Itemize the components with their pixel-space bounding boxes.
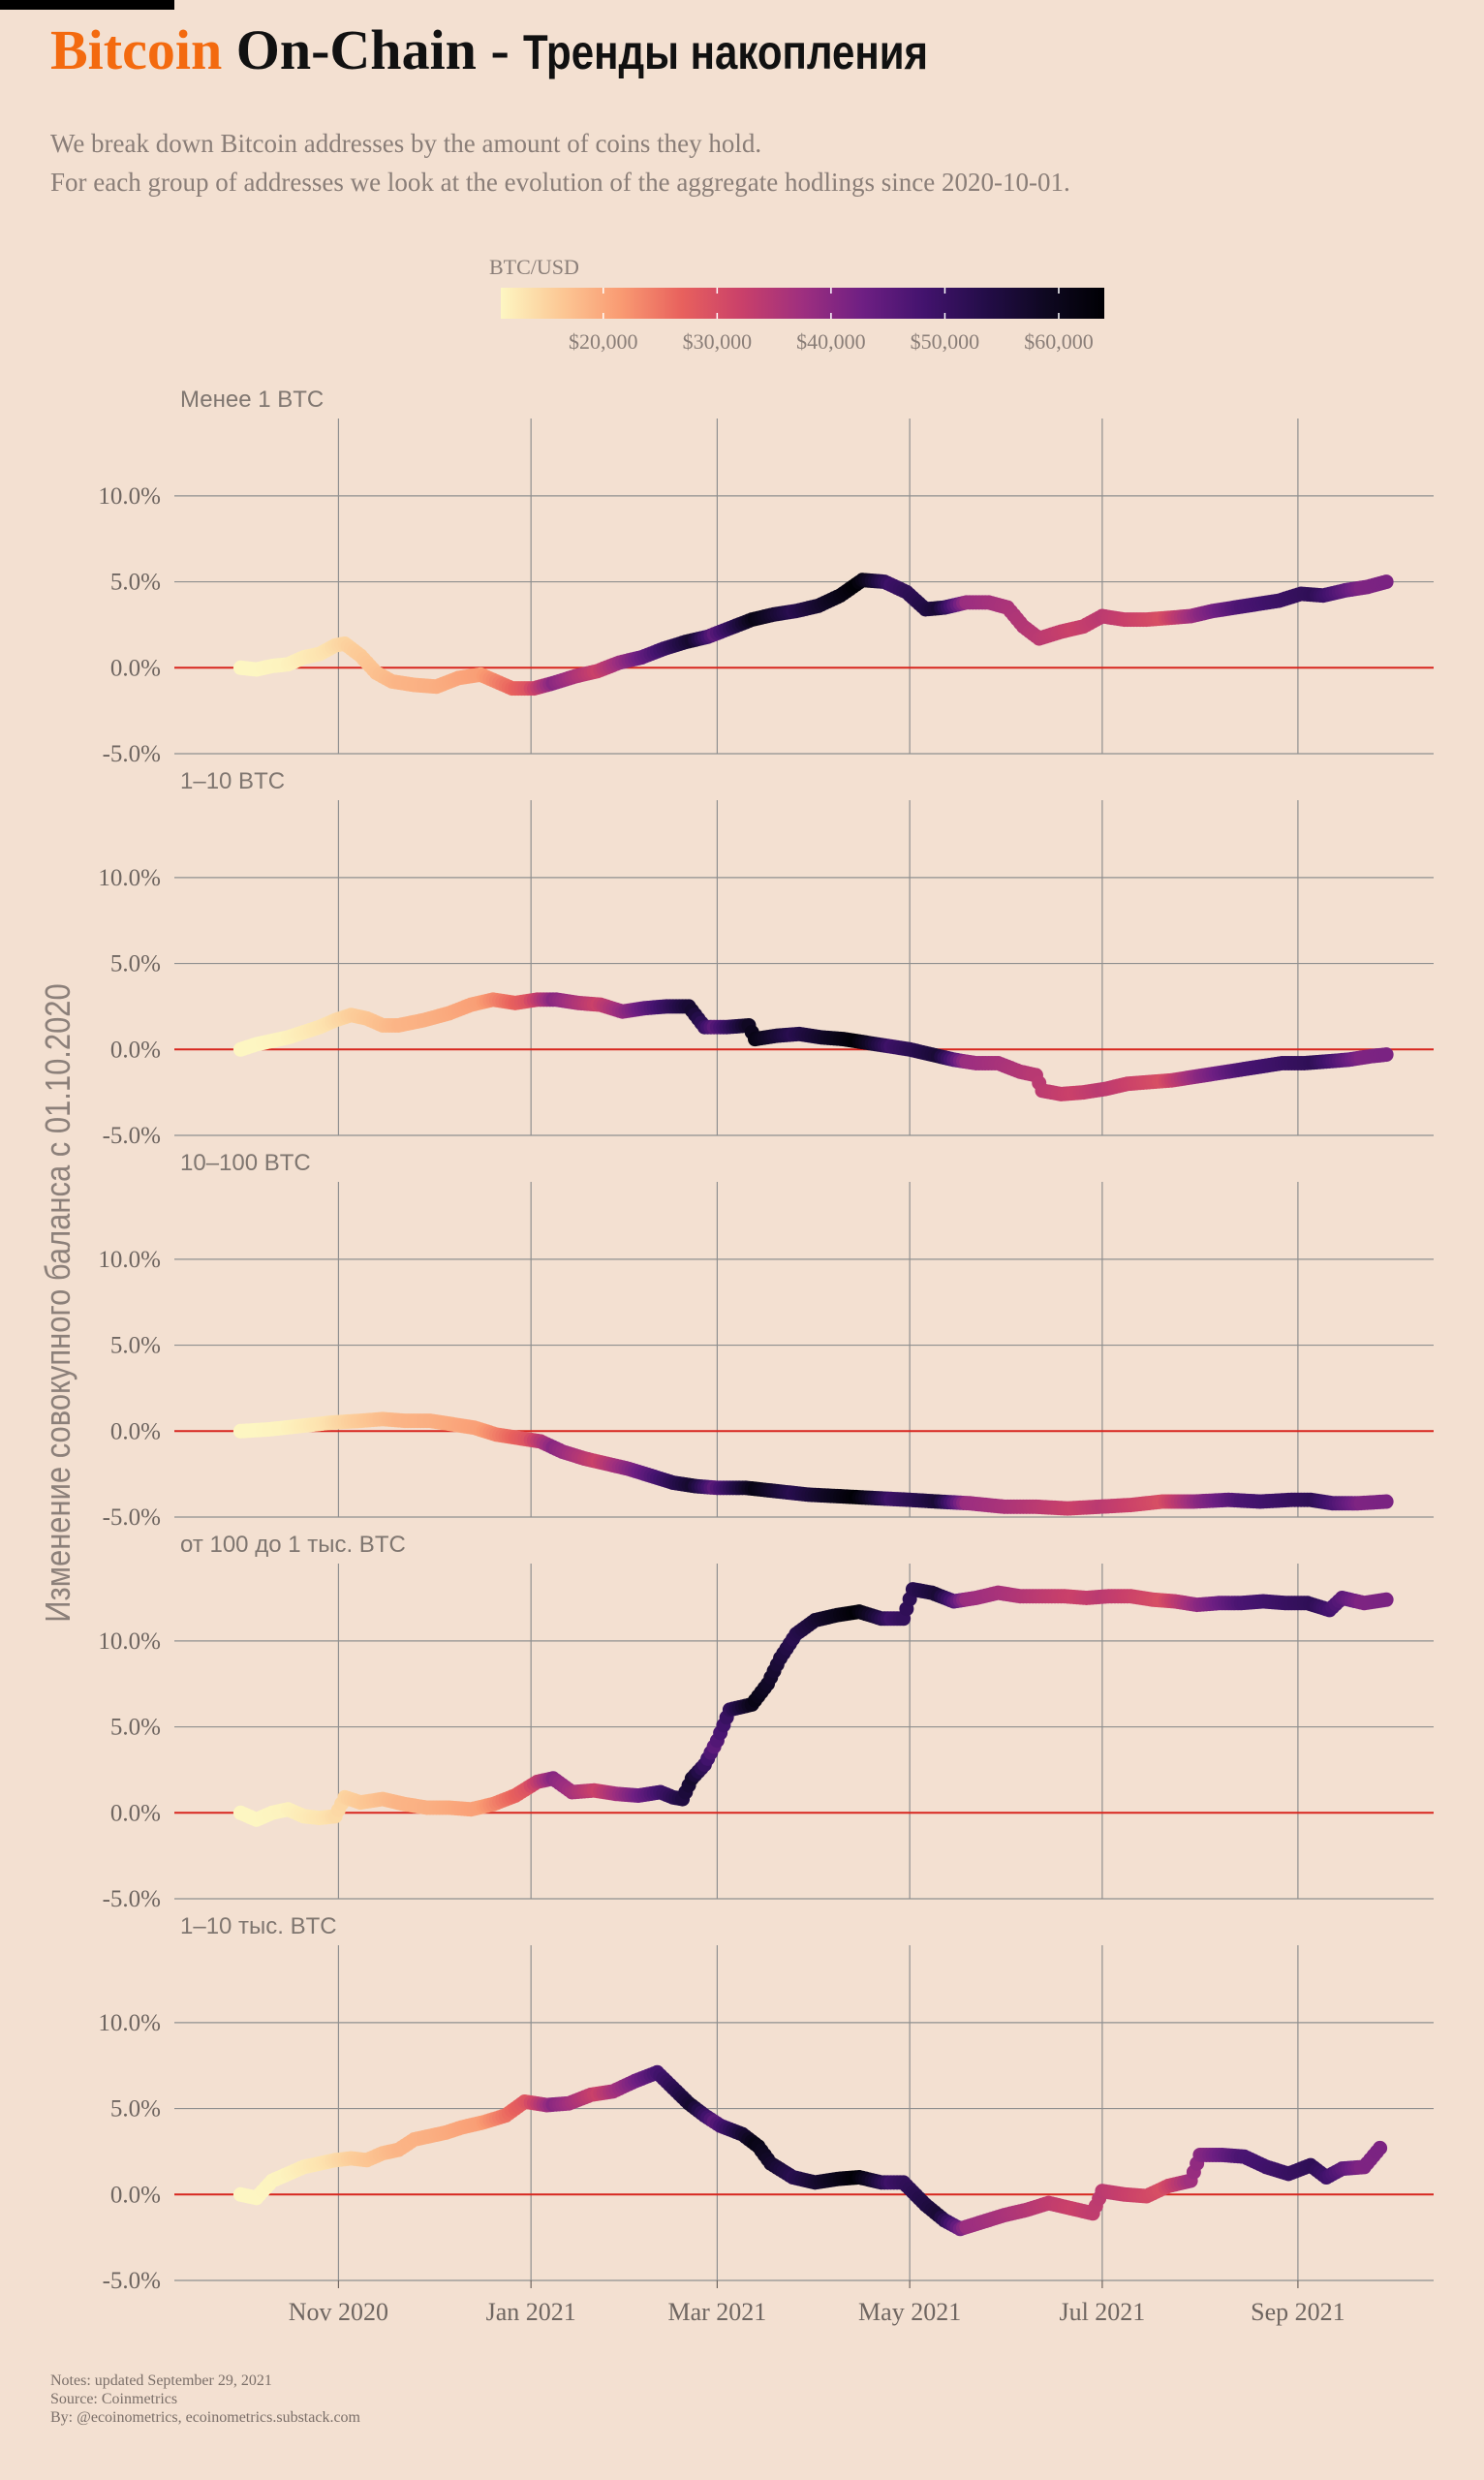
data-points	[232, 992, 1394, 1101]
color-legend: BTC/USD $20,000 $30,000 $40,000 $50,000 $60,0…	[489, 255, 1104, 354]
subtitle-line-2: For each group of addresses we look at t…	[50, 168, 1070, 197]
page-subtitle: We break down Bitcoin addresses by the a…	[50, 124, 1407, 202]
x-axis: Nov 2020 Jan 2021 Mar 2021 May 2021 Jul 2021…	[289, 2280, 1345, 2326]
x-tick-label: Nov 2020	[289, 2298, 388, 2326]
subtitle-line-1: We break down Bitcoin addresses by the a…	[50, 129, 762, 158]
y-tick-label: 10.0%	[98, 1247, 161, 1273]
panel-1: Менее 1 BTC -5.0% 0.0% 5.0% 10.0%	[98, 387, 1434, 767]
y-tick-label: 5.0%	[110, 951, 161, 977]
legend-tick-label: $30,000	[683, 329, 753, 354]
panel-title: Менее 1 BTC	[180, 387, 324, 413]
panel-4: от 100 до 1 тыс. BTC -5.0% 0.0% 5.0% 10.0%	[98, 1532, 1434, 1912]
title-separator: -	[490, 18, 510, 81]
y-tick-label: 5.0%	[110, 570, 161, 596]
footer-source: Source: Coinmetrics	[50, 2391, 178, 2407]
data-point	[1378, 1047, 1394, 1063]
panel-5: 1–10 тыс. BTC -5.0% 0.0% 5.0% 10.0%	[98, 1913, 1434, 2294]
top-accent-bar	[0, 0, 174, 10]
x-tick-label: May 2021	[858, 2298, 961, 2326]
y-tick-label: 5.0%	[110, 1333, 161, 1359]
data-points	[232, 1411, 1394, 1516]
title-subtitle: Тренды накопления	[523, 25, 929, 79]
title-brand: Bitcoin	[50, 18, 223, 81]
y-tick-label: -5.0%	[103, 2268, 161, 2294]
y-tick-label: 0.0%	[110, 1800, 161, 1826]
panel-2: 1–10 BTC -5.0% 0.0% 5.0% 10.0%	[98, 768, 1434, 1149]
data-point	[1378, 1494, 1394, 1509]
panel-title: от 100 до 1 тыс. BTC	[180, 1532, 406, 1558]
legend-tick-label: $20,000	[569, 329, 638, 354]
y-tick-label: 10.0%	[98, 483, 161, 510]
data-points	[232, 1582, 1394, 1827]
y-tick-label: 0.0%	[110, 2182, 161, 2208]
y-tick-label: 0.0%	[110, 1418, 161, 1444]
y-tick-label: 5.0%	[110, 1715, 161, 1741]
chart-panels: Менее 1 BTC -5.0% 0.0% 5.0% 10.0% 1–10 BTC -5.…	[98, 387, 1434, 2294]
data-points	[232, 573, 1394, 697]
data-point	[1378, 574, 1394, 590]
y-tick-label: -5.0%	[103, 741, 161, 767]
y-axis-label: Изменение совокупного баланса с 01.10.20…	[40, 983, 78, 1622]
legend-title: BTC/USD	[489, 255, 579, 279]
y-tick-label: 5.0%	[110, 2096, 161, 2123]
y-tick-label: 0.0%	[110, 1037, 161, 1063]
legend-color-bar	[501, 288, 1104, 319]
y-tick-label: 10.0%	[98, 1628, 161, 1655]
footer-updated: Notes: updated September 29, 2021	[50, 2372, 272, 2389]
y-tick-label: -5.0%	[103, 1123, 161, 1149]
y-tick-label: 10.0%	[98, 2010, 161, 2036]
page-title: Bitcoin On-Chain - Тренды накопления	[50, 17, 1005, 82]
panel-title: 1–10 тыс. BTC	[180, 1913, 337, 1939]
x-tick-label: Jul 2021	[1059, 2298, 1145, 2326]
x-tick-label: Jan 2021	[486, 2298, 576, 2326]
x-tick-label: Mar 2021	[667, 2298, 766, 2326]
data-point	[1378, 1592, 1394, 1607]
panel-title: 10–100 BTC	[180, 1150, 311, 1176]
legend-tick-label: $40,000	[796, 329, 866, 354]
data-points	[232, 2064, 1388, 2237]
panel-title: 1–10 BTC	[180, 768, 285, 794]
footer-credit: By: @ecoinometrics, ecoinometrics.substa…	[50, 2409, 360, 2426]
x-tick-label: Sep 2021	[1251, 2298, 1345, 2326]
footer-notes: Notes: updated September 29, 2021 Source…	[50, 2372, 360, 2427]
panel-3: 10–100 BTC -5.0% 0.0% 5.0% 10.0%	[98, 1150, 1434, 1531]
y-tick-label: 0.0%	[110, 655, 161, 681]
legend-tick-label: $60,000	[1024, 329, 1094, 354]
data-point	[1373, 2140, 1388, 2155]
chart-area: BTC/USD $20,000 $30,000 $40,000 $50,000 $60,0…	[40, 255, 1434, 2326]
title-main: On-Chain	[235, 18, 477, 81]
y-tick-label: -5.0%	[103, 1504, 161, 1531]
y-tick-label: -5.0%	[103, 1886, 161, 1912]
y-tick-label: 10.0%	[98, 865, 161, 891]
legend-tick-label: $50,000	[911, 329, 980, 354]
